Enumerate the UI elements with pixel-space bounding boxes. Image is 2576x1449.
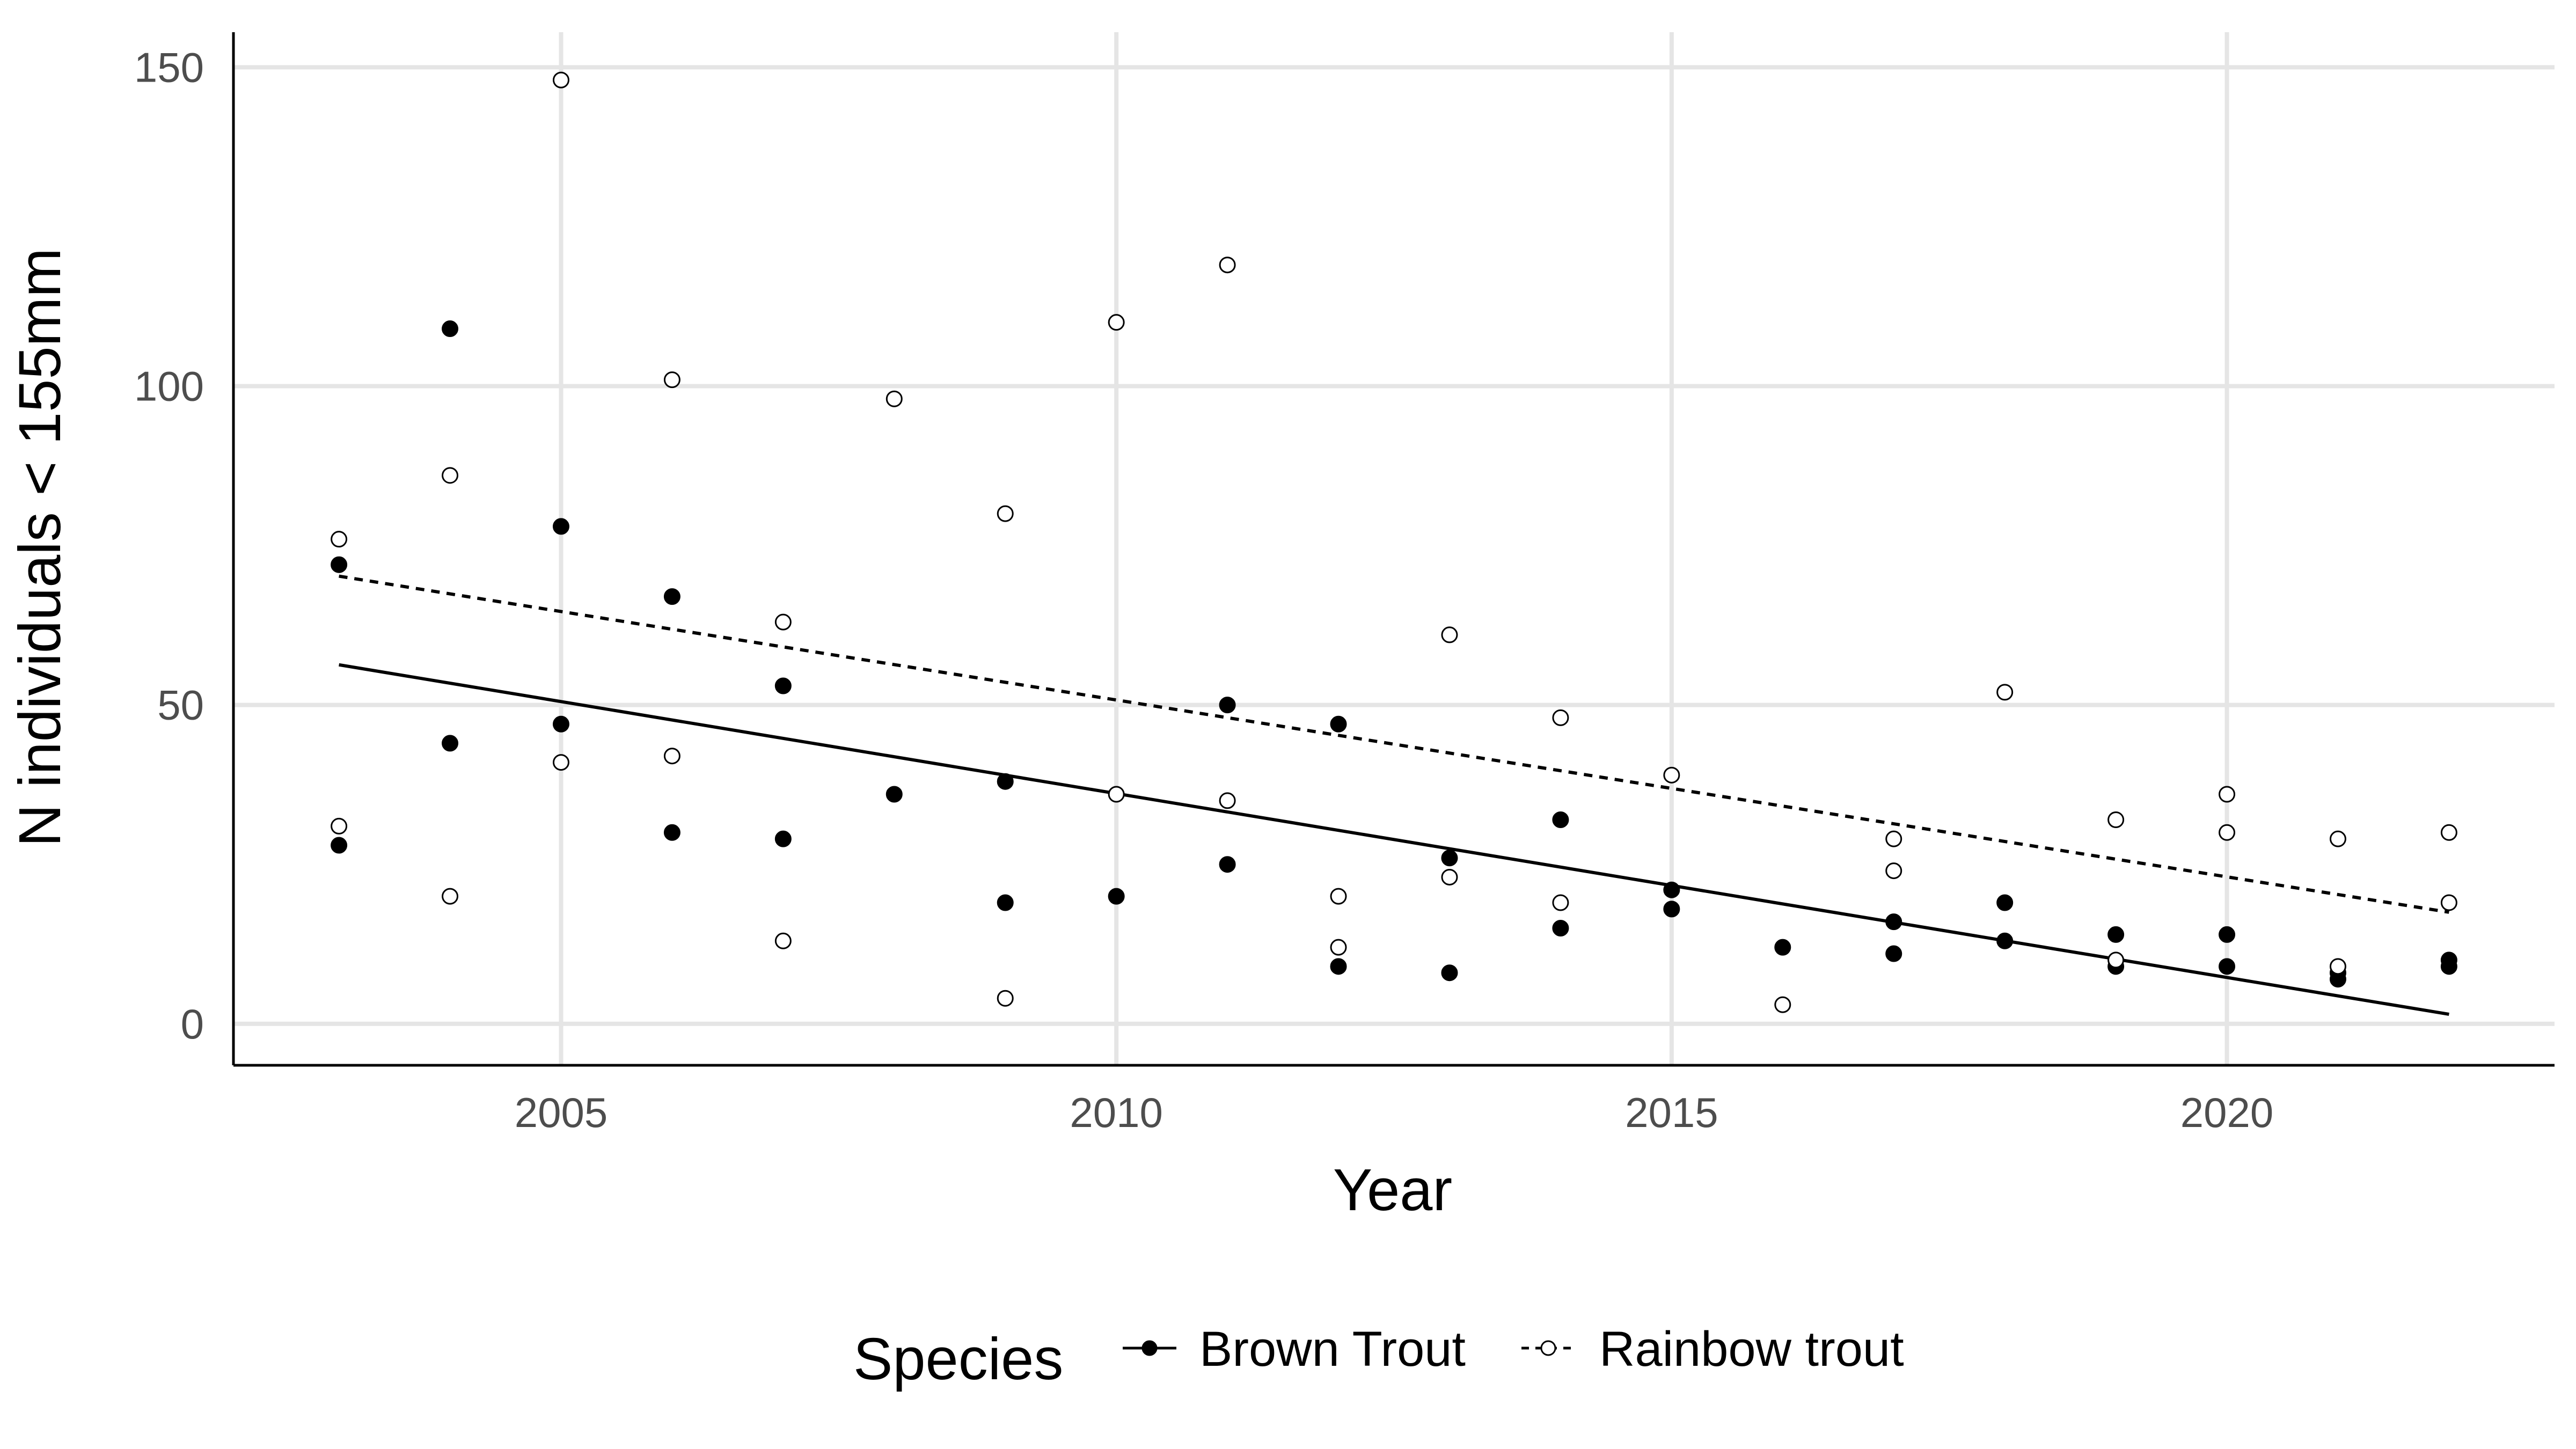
- point-rainbow-trout: [442, 467, 459, 484]
- point-brown-trout: [1219, 856, 1236, 873]
- point-rainbow-trout: [774, 932, 792, 949]
- point-rainbow-trout: [2440, 894, 2457, 911]
- point-rainbow-trout: [1552, 894, 1569, 911]
- point-rainbow-trout: [2219, 786, 2236, 803]
- point-brown-trout: [997, 894, 1014, 911]
- point-brown-trout: [997, 773, 1014, 790]
- legend: Species Brown Trout Rainbow trout: [853, 1322, 1904, 1392]
- point-rainbow-trout: [663, 748, 680, 765]
- point-brown-trout: [2219, 926, 2236, 943]
- point-brown-trout: [1996, 894, 2014, 911]
- point-rainbow-trout: [1663, 766, 1680, 784]
- point-brown-trout: [663, 824, 680, 841]
- y-tick-label: 50: [157, 682, 204, 729]
- point-brown-trout: [331, 837, 348, 854]
- grid-lines: [233, 32, 2555, 1065]
- point-brown-trout: [1441, 850, 1458, 867]
- y-tick-label: 0: [181, 1000, 204, 1048]
- point-rainbow-trout: [1996, 684, 2014, 701]
- point-rainbow-trout: [331, 817, 348, 835]
- point-rainbow-trout: [552, 754, 569, 771]
- point-brown-trout: [1552, 920, 1569, 937]
- point-rainbow-trout: [1441, 868, 1458, 885]
- point-brown-trout: [552, 715, 569, 733]
- point-brown-trout: [2107, 926, 2125, 943]
- point-brown-trout: [442, 735, 459, 752]
- point-rainbow-trout: [663, 371, 680, 389]
- point-brown-trout: [663, 588, 680, 605]
- x-axis-title: Year: [1333, 1157, 1452, 1223]
- point-rainbow-trout: [331, 531, 348, 548]
- legend-title: Species: [853, 1326, 1063, 1392]
- point-brown-trout: [1441, 964, 1458, 982]
- axes: [232, 32, 2555, 1067]
- point-rainbow-trout: [442, 888, 459, 905]
- x-tick-label: 2020: [2180, 1089, 2274, 1136]
- point-brown-trout: [1663, 881, 1680, 898]
- y-tick-label: 100: [134, 362, 204, 409]
- point-brown-trout: [1996, 932, 2014, 949]
- legend-label-rainbow-trout: Rainbow trout: [1599, 1322, 1904, 1377]
- point-brown-trout: [1330, 958, 1347, 975]
- point-brown-trout: [1219, 697, 1236, 714]
- point-rainbow-trout: [1108, 314, 1125, 331]
- legend-marker-brown-trout: [1141, 1340, 1158, 1356]
- legend-item-brown-trout: Brown Trout: [1123, 1322, 1466, 1377]
- point-brown-trout: [552, 518, 569, 535]
- point-rainbow-trout: [1774, 996, 1791, 1013]
- point-rainbow-trout: [2329, 958, 2346, 975]
- legend-item-rainbow-trout: Rainbow trout: [1521, 1322, 1904, 1377]
- point-rainbow-trout: [552, 71, 569, 89]
- point-rainbow-trout: [2440, 824, 2457, 841]
- point-rainbow-trout: [885, 390, 903, 407]
- y-tick-labels: 0 50 100 150: [134, 43, 204, 1047]
- point-rainbow-trout: [774, 613, 792, 631]
- point-brown-trout: [1885, 945, 1902, 962]
- point-rainbow-trout: [2107, 811, 2125, 829]
- trend-lines: [339, 574, 2449, 1016]
- point-brown-trout: [1774, 939, 1791, 956]
- x-tick-label: 2005: [515, 1089, 608, 1136]
- point-brown-trout: [2440, 958, 2457, 975]
- point-rainbow-trout: [997, 990, 1014, 1007]
- x-tick-labels: 2005 2010 2015 2020: [515, 1089, 2274, 1136]
- y-axis-title: N individuals < 155mm: [7, 248, 73, 847]
- point-brown-trout: [2219, 958, 2236, 975]
- trend-line-brown-trout: [339, 663, 2449, 1016]
- point-rainbow-trout: [1885, 830, 1902, 847]
- point-brown-trout: [1663, 901, 1680, 918]
- point-brown-trout: [1885, 913, 1902, 931]
- point-brown-trout: [331, 556, 348, 573]
- point-rainbow-trout: [1330, 888, 1347, 905]
- point-rainbow-trout: [1330, 939, 1347, 956]
- point-brown-trout: [774, 830, 792, 847]
- legend-label-brown-trout: Brown Trout: [1199, 1322, 1466, 1377]
- point-brown-trout: [1330, 715, 1347, 733]
- point-rainbow-trout: [2329, 830, 2346, 847]
- point-brown-trout: [885, 786, 903, 803]
- point-rainbow-trout: [1219, 257, 1236, 274]
- point-brown-trout: [774, 677, 792, 694]
- trend-line-rainbow-trout: [339, 574, 2449, 914]
- x-tick-label: 2010: [1070, 1089, 1163, 1136]
- point-brown-trout: [1108, 888, 1125, 905]
- y-tick-label: 150: [134, 43, 204, 91]
- legend-marker-rainbow-trout: [1540, 1340, 1556, 1356]
- point-rainbow-trout: [2107, 952, 2125, 969]
- point-rainbow-trout: [1552, 709, 1569, 726]
- point-rainbow-trout: [997, 505, 1014, 522]
- point-rainbow-trout: [2219, 824, 2236, 841]
- point-rainbow-trout: [1885, 862, 1902, 880]
- point-rainbow-trout: [1441, 626, 1458, 643]
- x-tick-label: 2015: [1625, 1089, 1718, 1136]
- point-rainbow-trout: [1219, 792, 1236, 809]
- data-points: [331, 71, 2457, 1013]
- point-rainbow-trout: [1108, 786, 1125, 803]
- point-brown-trout: [1552, 811, 1569, 829]
- point-brown-trout: [442, 320, 459, 338]
